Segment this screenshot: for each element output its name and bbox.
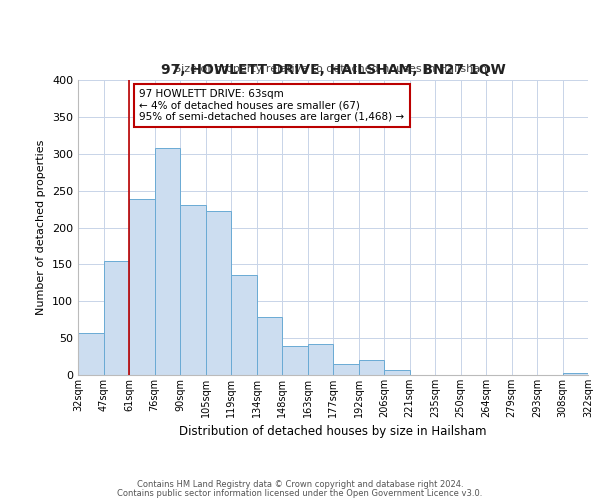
- Bar: [359, 360, 384, 375]
- Bar: [205, 212, 231, 375]
- Bar: [257, 318, 282, 375]
- Bar: [155, 148, 180, 375]
- Y-axis label: Number of detached properties: Number of detached properties: [37, 140, 46, 315]
- Bar: [384, 370, 409, 375]
- Text: Contains public sector information licensed under the Open Government Licence v3: Contains public sector information licen…: [118, 490, 482, 498]
- Bar: [180, 204, 205, 375]
- Bar: [282, 346, 308, 375]
- Bar: [129, 200, 155, 375]
- Bar: [231, 276, 257, 375]
- Bar: [78, 333, 104, 375]
- Title: 97, HOWLETT DRIVE, HAILSHAM, BN27 1QW: 97, HOWLETT DRIVE, HAILSHAM, BN27 1QW: [161, 64, 505, 78]
- Text: 97 HOWLETT DRIVE: 63sqm
← 4% of detached houses are smaller (67)
95% of semi-det: 97 HOWLETT DRIVE: 63sqm ← 4% of detached…: [139, 89, 404, 122]
- Bar: [104, 260, 129, 375]
- Text: Contains HM Land Registry data © Crown copyright and database right 2024.: Contains HM Land Registry data © Crown c…: [137, 480, 463, 489]
- Text: Size of property relative to detached houses in Hailsham: Size of property relative to detached ho…: [175, 64, 491, 74]
- Bar: [308, 344, 333, 375]
- X-axis label: Distribution of detached houses by size in Hailsham: Distribution of detached houses by size …: [179, 426, 487, 438]
- Bar: [563, 373, 588, 375]
- Bar: [333, 364, 359, 375]
